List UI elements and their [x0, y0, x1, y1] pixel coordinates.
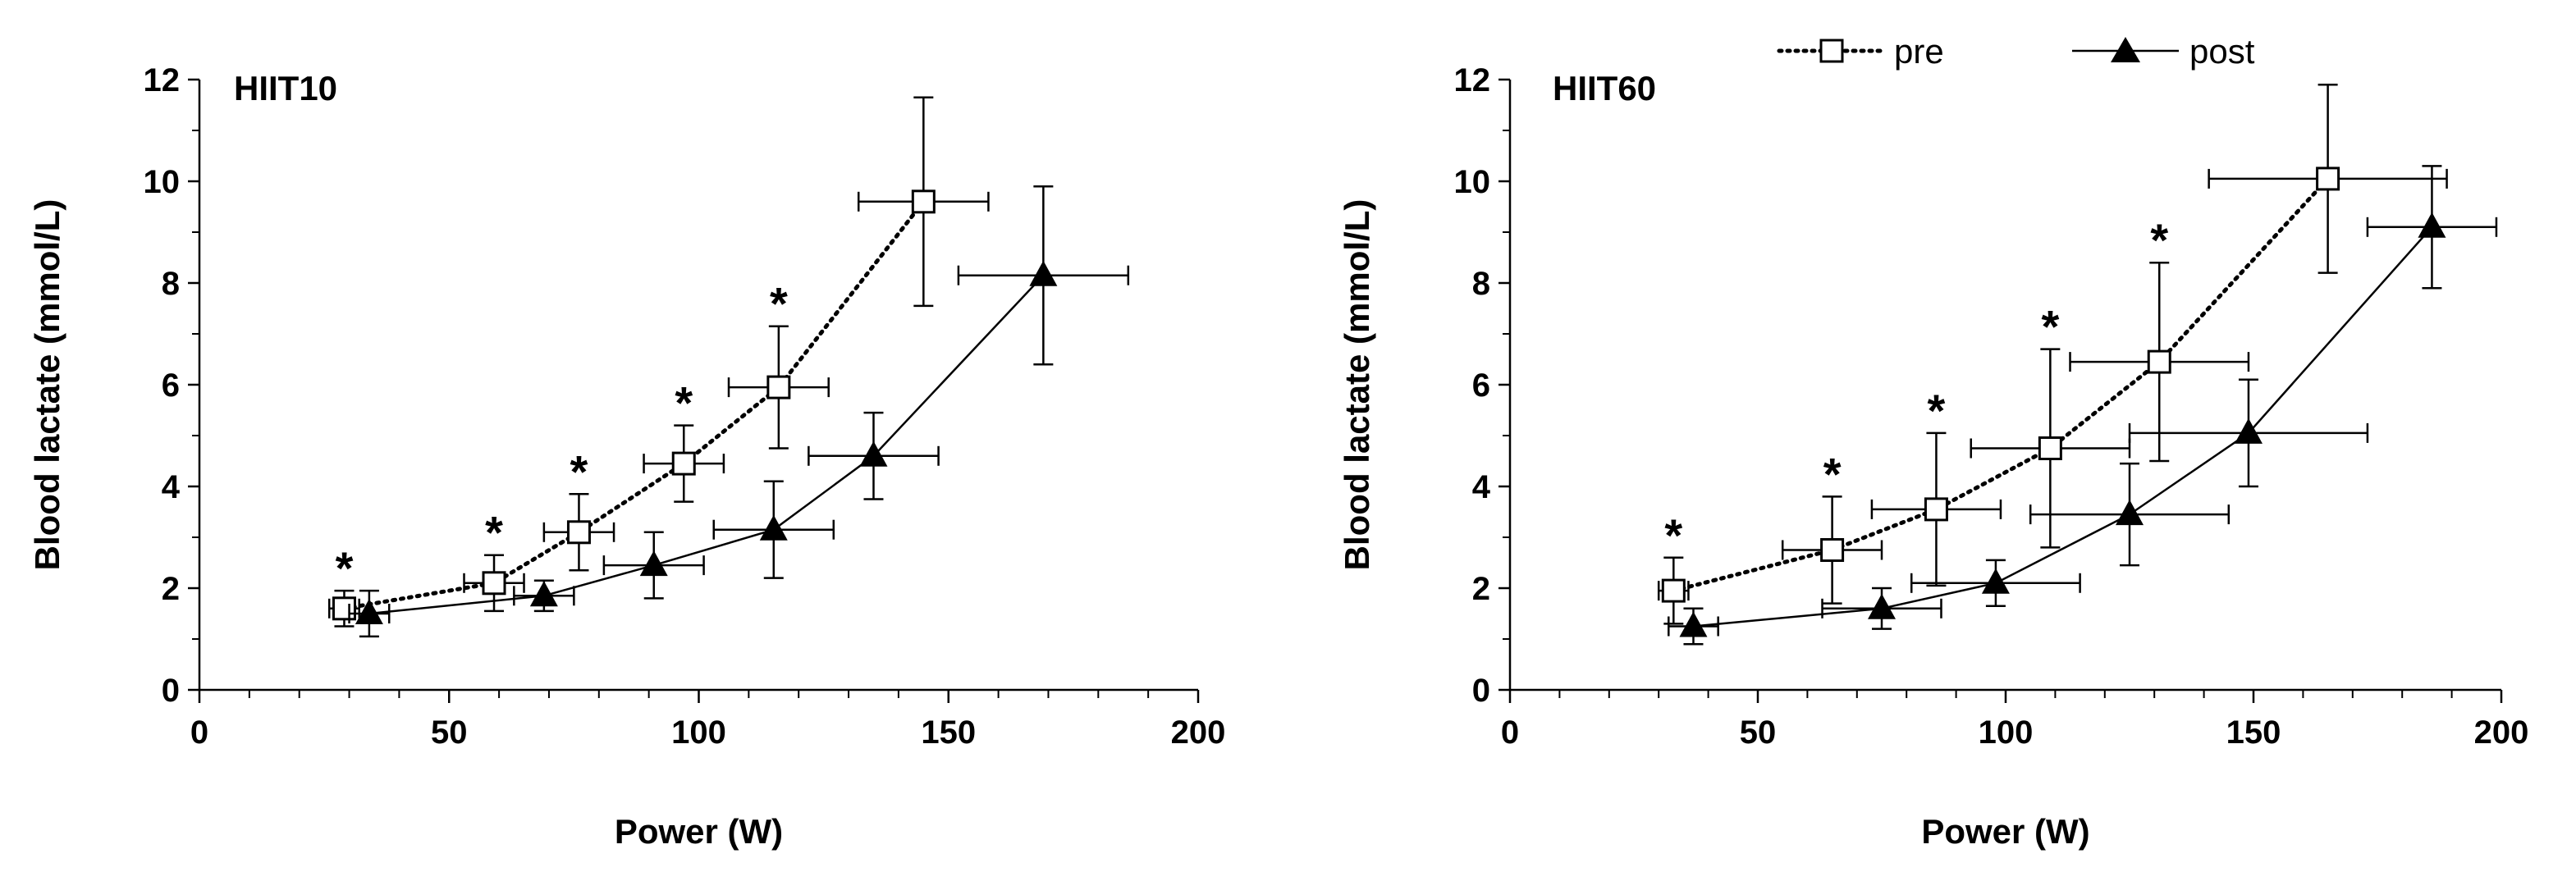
series-line-post	[1693, 226, 2433, 628]
y-tick-label: 6	[1472, 367, 1490, 404]
significance-marker: *	[2150, 214, 2168, 266]
legend-label-pre: pre	[1894, 32, 1944, 71]
y-tick-label: 0	[1472, 673, 1490, 709]
legend-marker-pre	[1819, 39, 1844, 63]
data-point-post	[2116, 500, 2144, 526]
x-tick-label: 100	[1979, 714, 2034, 751]
data-point-post	[1981, 568, 2010, 594]
x-axis-title: Power (W)	[615, 812, 783, 851]
y-tick-label: 2	[1472, 571, 1490, 607]
data-point-post	[859, 440, 888, 467]
legend: pre post	[1777, 32, 2255, 71]
data-point-post	[1029, 260, 1058, 286]
y-tick-label: 12	[144, 62, 181, 98]
x-tick-label: 150	[921, 714, 976, 751]
x-tick-label: 50	[1740, 714, 1777, 751]
data-point-post	[529, 581, 558, 607]
y-tick-label: 4	[162, 469, 181, 505]
data-point-pre	[2038, 436, 2062, 460]
significance-marker: *	[675, 377, 693, 429]
data-point-post	[759, 514, 788, 541]
data-point-post	[355, 599, 383, 624]
data-point-pre	[671, 451, 696, 476]
significance-marker: *	[1664, 509, 1682, 561]
x-tick-label: 100	[671, 714, 726, 751]
chart-panel-hiit60: 0 2 4 6 8 10 12 0 50 100 150 200 Power (W) Blood lact…	[1338, 62, 2528, 851]
y-tick-label: 10	[1454, 164, 1491, 200]
data-point-post	[1679, 611, 1708, 637]
significance-marker: *	[570, 445, 588, 497]
data-point-pre	[1820, 538, 1845, 562]
data-point-pre	[1924, 497, 1948, 522]
chart-panel-hiit10: 0 2 4 6 8 10 12 0 50 100 150 200 Power (W) Blood lact…	[28, 62, 1225, 851]
significance-marker: *	[336, 542, 354, 594]
data-point-post	[639, 550, 668, 577]
x-tick-label: 50	[431, 714, 468, 751]
y-tick-label: 12	[1454, 62, 1491, 98]
significance-marker: *	[1928, 385, 1946, 436]
y-axis-title: Blood lactate (mmol/L)	[1338, 199, 1376, 571]
x-axis-title: Power (W)	[1921, 812, 2089, 851]
data-point-pre	[332, 596, 356, 621]
panel-title: HIIT60	[1553, 69, 1656, 107]
y-tick-label: 4	[1472, 469, 1491, 505]
y-tick-label: 2	[162, 571, 180, 607]
data-point-pre	[911, 189, 936, 214]
x-tick-label: 200	[2474, 714, 2529, 751]
significance-marker: *	[1823, 448, 1842, 500]
y-tick-label: 8	[162, 266, 180, 302]
series-line-pre	[341, 199, 926, 611]
x-tick-label: 0	[1501, 714, 1519, 751]
data-point-pre	[2316, 167, 2340, 191]
series-line-pre	[1671, 176, 2331, 593]
data-point-pre	[566, 520, 591, 545]
data-point-pre	[1661, 578, 1686, 603]
y-axis-title: Blood lactate (mmol/L)	[28, 199, 66, 571]
data-point-pre	[2147, 349, 2171, 374]
y-tick-label: 0	[162, 673, 180, 709]
data-point-post	[2234, 418, 2263, 444]
data-point-pre	[482, 571, 506, 596]
data-point-post	[2418, 212, 2446, 238]
x-tick-label: 150	[2226, 714, 2281, 751]
legend-marker-post	[2111, 37, 2140, 62]
data-point-post	[1868, 593, 1896, 619]
data-point-pre	[766, 375, 791, 399]
y-tick-label: 6	[162, 367, 180, 404]
x-tick-label: 0	[190, 714, 208, 751]
y-tick-label: 10	[144, 164, 181, 200]
x-tick-label: 200	[1171, 714, 1226, 751]
panel-title: HIIT10	[234, 69, 337, 107]
significance-marker: *	[770, 278, 788, 330]
y-tick-label: 8	[1472, 266, 1490, 302]
significance-marker: *	[485, 507, 503, 559]
legend-label-post: post	[2189, 32, 2255, 71]
significance-marker: *	[2041, 301, 2059, 353]
